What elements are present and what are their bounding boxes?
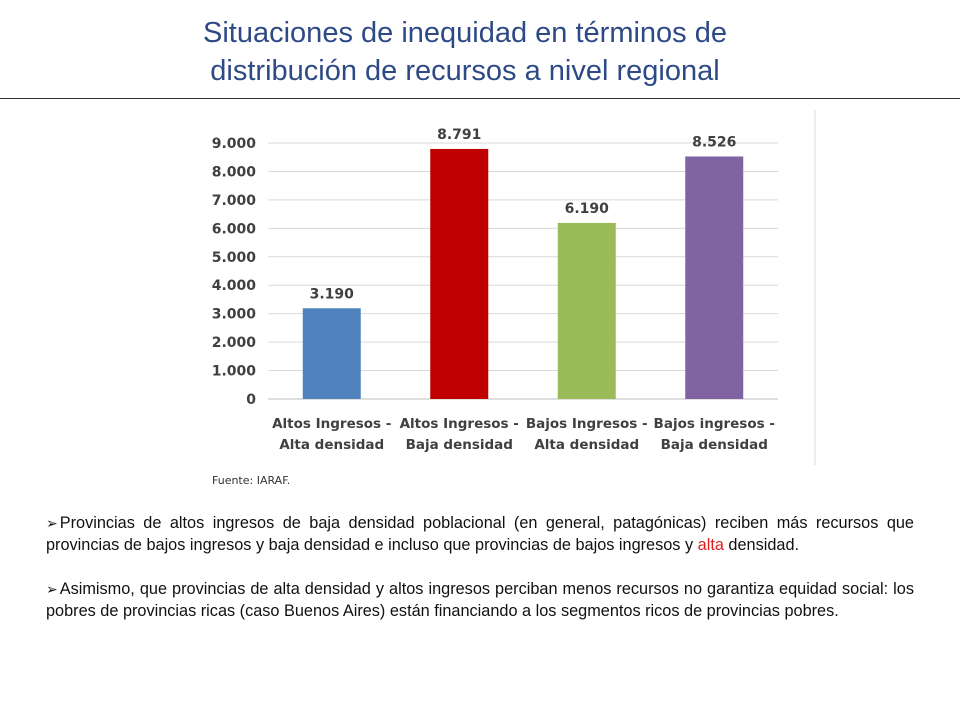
bar-chart: 0 1.000 2.000 3.000 4.000 5.000 6.000 7.000 8.00… [212,127,778,453]
y-tick-label: 8.000 [212,164,257,180]
x-tick-label: Alta densidad [534,437,639,453]
bullet-1: ➢ Provincias de altos ingresos de baja de… [46,512,914,556]
x-tick-label: Baja densidad [661,437,768,453]
y-tick-label: 3.000 [212,307,257,323]
bullet-list: ➢ Provincias de altos ingresos de baja de… [46,512,914,644]
source-note: Fuente: IARAF. [212,474,291,487]
bar [685,156,744,399]
bar [302,308,361,399]
y-tick-label: 1.000 [212,364,257,380]
arrow-bullet-icon: ➢ [46,581,58,597]
bar [557,222,616,399]
bullet-2-text: Asimismo, que provincias de alta densida… [46,580,914,620]
chart-border [814,110,816,465]
title-divider [0,98,960,99]
y-tick-label: 2.000 [212,335,257,351]
data-label: 8.526 [692,134,736,150]
arrow-bullet-icon: ➢ [46,515,58,531]
y-tick-label: 9.000 [212,136,257,152]
y-tick-label: 6.000 [212,221,257,237]
x-tick-label: Baja densidad [406,437,513,453]
x-tick-label: Alta densidad [279,437,384,453]
y-tick-label: 4.000 [212,278,257,294]
data-label: 3.190 [310,286,355,302]
bullet-2: ➢ Asimismo, que provincias de alta densid… [46,578,914,622]
bullet-1-highlight: alta [697,536,724,554]
data-label: 6.190 [565,201,610,217]
x-tick-label: Altos Ingresos - [272,416,391,432]
bar [430,148,489,399]
slide-title: Situaciones de inequidad en términos de … [0,14,930,90]
x-tick-label: Altos Ingresos - [400,416,519,432]
bullet-1-text-a: Provincias de altos ingresos de baja den… [46,514,914,554]
x-tick-label: Bajos ingresos - [654,416,775,432]
x-tick-label: Bajos Ingresos - [526,416,648,432]
y-tick-label: 5.000 [212,250,257,266]
bullet-1-text-b: densidad. [723,536,800,554]
title-line-2: distribución de recursos a nivel regiona… [210,55,720,87]
y-tick-label: 0 [246,392,256,408]
title-line-1: Situaciones de inequidad en términos de [203,17,727,49]
y-tick-label: 7.000 [212,193,257,209]
data-label: 8.791 [437,127,481,143]
